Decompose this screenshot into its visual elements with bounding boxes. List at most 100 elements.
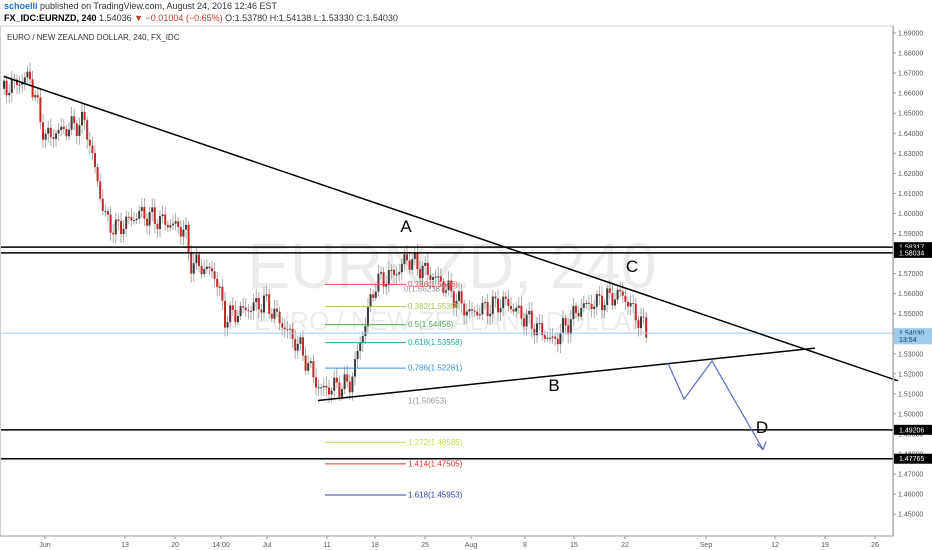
candle-body — [473, 310, 476, 312]
candle-body — [143, 207, 146, 219]
candle-body — [117, 219, 120, 221]
candle — [559, 323, 562, 354]
candle — [36, 88, 39, 104]
candle-body — [96, 166, 99, 182]
candle — [55, 129, 57, 148]
fib-level-label: 0(1.562387) — [404, 284, 447, 293]
candle-body — [265, 294, 268, 296]
candle-body — [377, 273, 380, 292]
candle-body — [260, 309, 263, 313]
candle-body — [5, 80, 8, 96]
candle — [580, 298, 583, 320]
candle — [642, 307, 645, 324]
candle — [109, 206, 112, 241]
candle — [549, 328, 551, 343]
candle-body — [468, 309, 471, 312]
candle-body — [411, 259, 414, 270]
candle — [478, 305, 481, 320]
candle — [159, 209, 161, 238]
candle-body — [424, 262, 427, 266]
candle-body — [515, 307, 518, 312]
candle — [255, 289, 258, 312]
candle — [442, 278, 445, 297]
candle — [52, 128, 55, 148]
candle-body — [234, 309, 237, 323]
candle — [143, 198, 146, 227]
candle-body — [291, 328, 294, 339]
candle — [164, 206, 167, 231]
candle-body — [221, 286, 224, 301]
candle — [419, 260, 421, 287]
candle — [44, 129, 47, 149]
candle-body — [273, 308, 276, 319]
candle — [211, 260, 213, 279]
candle-body — [104, 210, 107, 212]
candle — [135, 213, 138, 224]
candle — [476, 303, 479, 320]
candle — [465, 303, 468, 324]
candle — [382, 267, 385, 294]
candle-body — [10, 79, 13, 93]
candle — [120, 212, 122, 244]
candle — [114, 213, 117, 244]
candle-body — [408, 260, 411, 270]
candle — [619, 281, 622, 298]
candle — [62, 118, 65, 135]
price-axis[interactable]: 1.69000 1.68000 1.67000 1.66000 1.65000 1.640… — [0, 25, 932, 537]
candle-body — [406, 254, 408, 261]
candle — [307, 355, 310, 375]
candle — [81, 102, 83, 135]
candle — [317, 379, 320, 396]
candle — [73, 108, 76, 131]
candle-body — [372, 294, 375, 298]
candle-body — [122, 228, 125, 234]
candle-body — [452, 291, 455, 308]
candle-body — [177, 221, 180, 227]
candle-body — [478, 314, 481, 316]
time-tick-label: 8 — [523, 542, 527, 549]
candle — [229, 301, 232, 330]
price-marker-tag — [894, 328, 932, 339]
candle — [528, 301, 531, 324]
candle — [473, 306, 476, 317]
high-value: 1.54138 — [278, 13, 312, 23]
candle — [616, 285, 619, 304]
candle — [429, 266, 432, 289]
candle-body — [554, 336, 557, 339]
candle-body — [351, 376, 354, 393]
candle-body — [465, 311, 468, 316]
time-axis[interactable]: Jun 13 20 14:00 Jul 11 18 25 Aug 8 15 22 Sep 12 19 26 — [0, 535, 893, 549]
candle-body — [49, 127, 52, 137]
candle-body — [309, 361, 312, 364]
price-tick-label: 1.64000 — [898, 131, 923, 138]
candle-body — [577, 312, 580, 317]
candle — [338, 375, 341, 402]
candle-body — [325, 385, 328, 388]
candle — [8, 84, 11, 104]
candle — [330, 387, 333, 403]
candle — [270, 308, 273, 323]
candle-body — [338, 382, 341, 397]
candle-body — [335, 377, 338, 383]
candle-body — [551, 336, 554, 338]
high-label: H: — [269, 13, 279, 23]
candle-body — [226, 322, 229, 328]
candle — [218, 282, 221, 297]
candle — [530, 302, 533, 338]
candle — [18, 75, 21, 94]
candle — [374, 283, 377, 302]
candle — [541, 314, 544, 341]
candle-body — [601, 295, 603, 311]
candle — [268, 288, 271, 319]
candle — [94, 146, 96, 174]
price-marker-label: 13:54 — [899, 337, 917, 344]
author-name[interactable]: schoelli — [4, 1, 38, 11]
candle-body — [593, 306, 596, 310]
candle-body — [572, 305, 575, 320]
candle-body — [140, 207, 143, 212]
candle-body — [109, 214, 112, 233]
candle-body — [471, 309, 473, 311]
price-marker-tag — [894, 242, 932, 253]
price-tick-label: 1.61000 — [898, 191, 923, 198]
